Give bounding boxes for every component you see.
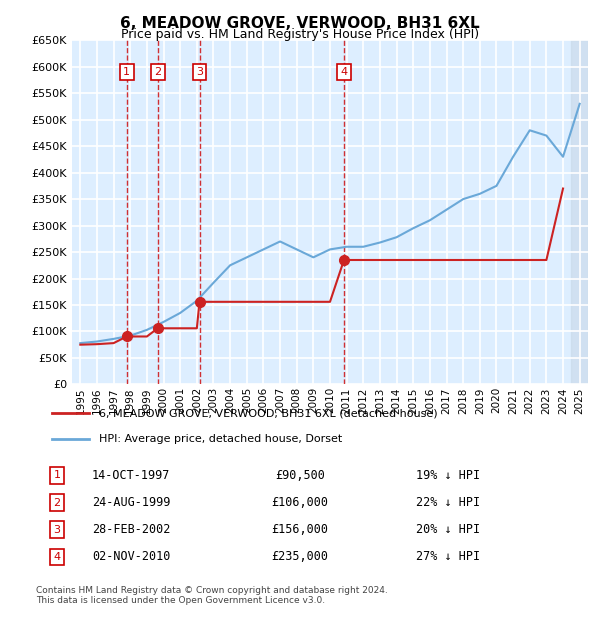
Text: This data is licensed under the Open Government Licence v3.0.: This data is licensed under the Open Gov… (36, 596, 325, 606)
Text: 24-AUG-1999: 24-AUG-1999 (92, 496, 170, 509)
Text: 2: 2 (53, 498, 61, 508)
Text: 22% ↓ HPI: 22% ↓ HPI (416, 496, 480, 509)
Text: Contains HM Land Registry data © Crown copyright and database right 2024.: Contains HM Land Registry data © Crown c… (36, 586, 388, 595)
Bar (571, 40, 588, 384)
Text: 6, MEADOW GROVE, VERWOOD, BH31 6XL: 6, MEADOW GROVE, VERWOOD, BH31 6XL (120, 16, 480, 30)
Text: 3: 3 (196, 67, 203, 77)
Text: £90,500: £90,500 (275, 469, 325, 482)
Text: 14-OCT-1997: 14-OCT-1997 (92, 469, 170, 482)
Text: 19% ↓ HPI: 19% ↓ HPI (416, 469, 480, 482)
Text: £106,000: £106,000 (271, 496, 329, 509)
Text: HPI: Average price, detached house, Dorset: HPI: Average price, detached house, Dors… (100, 434, 343, 444)
Text: 4: 4 (53, 552, 61, 562)
Text: 4: 4 (340, 67, 347, 77)
Text: £156,000: £156,000 (271, 523, 329, 536)
Text: 20% ↓ HPI: 20% ↓ HPI (416, 523, 480, 536)
Text: £235,000: £235,000 (271, 551, 329, 564)
Text: 1: 1 (53, 471, 61, 480)
Text: 2: 2 (154, 67, 161, 77)
Text: 6, MEADOW GROVE, VERWOOD, BH31 6XL (detached house): 6, MEADOW GROVE, VERWOOD, BH31 6XL (deta… (100, 409, 438, 419)
Text: 28-FEB-2002: 28-FEB-2002 (92, 523, 170, 536)
Text: Price paid vs. HM Land Registry's House Price Index (HPI): Price paid vs. HM Land Registry's House … (121, 28, 479, 41)
Text: 02-NOV-2010: 02-NOV-2010 (92, 551, 170, 564)
Text: 3: 3 (53, 525, 61, 534)
Text: 27% ↓ HPI: 27% ↓ HPI (416, 551, 480, 564)
Text: 1: 1 (123, 67, 130, 77)
